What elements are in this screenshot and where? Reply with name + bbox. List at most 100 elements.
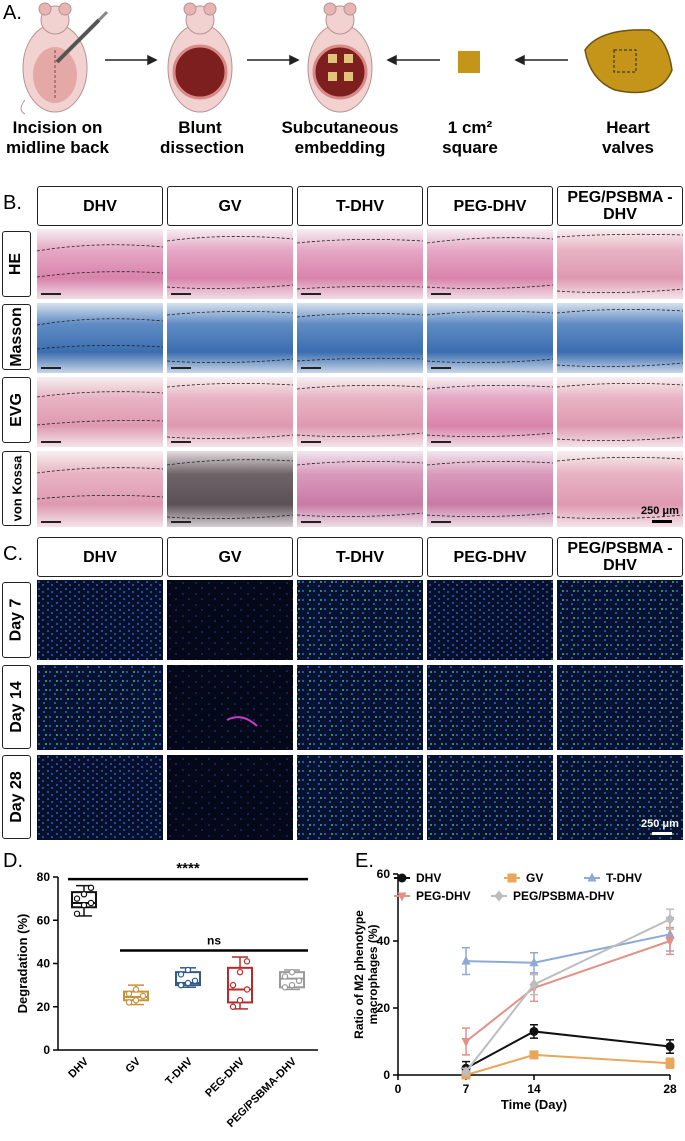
data-point <box>665 1042 675 1052</box>
data-point <box>461 1038 471 1047</box>
box-point <box>229 1003 237 1010</box>
box-point <box>236 968 244 976</box>
panel-b-row-von-kossa: von Kossa <box>2 451 31 526</box>
histology-grid <box>37 229 683 527</box>
box-point <box>184 979 192 987</box>
y-tick-label: 60 <box>37 913 51 927</box>
panel-a-label: A. <box>3 2 22 24</box>
x-tick-label: 28 <box>663 1082 677 1096</box>
legend-label: GV <box>526 871 543 885</box>
y-tick-label: 80 <box>37 870 51 884</box>
legend-item-dhv: DHV <box>394 871 441 885</box>
workflow-arrows <box>105 54 568 66</box>
series-line <box>465 1053 671 1076</box>
m2-ratio-line-chart: 0 20 40 60 0 7 14 28 Time (Day) Ratio of M2 pheno… <box>352 867 677 1112</box>
legend-label: DHV <box>416 871 441 885</box>
box-point <box>80 901 88 909</box>
legend-item-peg-psbma-dhv: PEG/PSBMA-DHV <box>491 889 614 903</box>
x-tick-label: DHV <box>66 1055 91 1080</box>
significance-label: **** <box>176 860 200 877</box>
y-axis-title: Degradation (%) <box>15 914 30 1014</box>
legend-label: PEG-DHV <box>416 889 471 903</box>
y-tick-label: 20 <box>37 1000 51 1014</box>
panel-b-col-peg-dhv: PEG-DHV <box>427 186 553 226</box>
panel-c-col-t-dhv: T-DHV <box>297 537 423 577</box>
panel-e-label: E. <box>355 850 374 872</box>
panel-b-col-peg-psbma-dhv: PEG/PSBMA -DHV <box>557 186 683 226</box>
box-point <box>295 977 303 985</box>
legend-swatch-marker <box>494 890 504 902</box>
y-axis-title: Ratio of M2 phenotypemacrophages (%) <box>352 910 380 1039</box>
box-point <box>243 958 251 965</box>
box-point <box>281 984 289 991</box>
series-line <box>465 933 671 964</box>
y-tick-label: 60 <box>377 867 391 881</box>
data-point <box>529 1050 539 1060</box>
legend-label: T-DHV <box>606 871 642 885</box>
series-peg-psbma-dhv <box>461 908 675 1078</box>
box-point <box>87 899 95 907</box>
box-point <box>177 981 185 989</box>
box-point <box>229 981 237 989</box>
box-point <box>236 997 244 1004</box>
panel-c-col-peg-dhv: PEG-DHV <box>427 537 553 577</box>
box-point <box>73 910 81 917</box>
panel-c-col-peg-psbma-dhv: PEG/PSBMA -DHV <box>557 537 683 577</box>
series-t-dhv <box>461 916 675 976</box>
x-tick-label: T-DHV <box>163 1055 195 1087</box>
panel-c-row-day-28: Day 28 <box>2 755 31 839</box>
panel-b-row-he: HE <box>2 231 31 297</box>
panel-b-col-dhv: DHV <box>37 186 163 226</box>
legend-item-t-dhv: T-DHV <box>584 871 642 885</box>
panel-b-col-gv: GV <box>167 186 293 226</box>
box-point <box>125 990 133 997</box>
data-point <box>665 937 675 947</box>
legend-item-peg-dhv: PEG-DHV <box>394 889 471 903</box>
data-point <box>529 1026 539 1036</box>
panel-c-row-day-7: Day 7 <box>2 582 31 658</box>
y-tick-label: 40 <box>377 934 391 948</box>
step-caption-embedding: Subcutaneous embedding <box>281 118 399 157</box>
panel-b-row-evg: EVG <box>2 377 31 443</box>
degradation-box-chart: 0 20 40 60 80 Degradation (%) DHV GV T-DHV PEG-DH… <box>15 860 318 1130</box>
box-point <box>191 977 199 985</box>
panel-c-col-gv: GV <box>167 537 293 577</box>
legend-swatch-marker <box>397 873 407 883</box>
y-tick-label: 0 <box>383 1068 390 1082</box>
panel-c-row-day-14: Day 14 <box>2 665 31 749</box>
box-point <box>139 992 147 1000</box>
step-caption-incision: Incision on midline back <box>6 118 109 157</box>
y-tick-label: 0 <box>43 1043 50 1057</box>
x-tick-label: 0 <box>395 1082 402 1096</box>
box-point <box>73 895 81 902</box>
x-tick-label: 7 <box>463 1082 470 1096</box>
rat-dissection-icon <box>167 2 233 113</box>
data-point <box>529 957 539 967</box>
x-tick-label: GV <box>123 1055 143 1075</box>
step-caption-square: 1 cm² square <box>442 118 498 157</box>
panel-b-row-masson: Masson <box>2 304 31 370</box>
step-caption-dissection: Blunt dissection <box>160 118 245 157</box>
panel-b-scale-label: 250 μm <box>641 505 679 517</box>
tissue-square-icon <box>458 51 480 73</box>
panel-d-label: D. <box>3 850 23 872</box>
data-point <box>529 979 539 991</box>
panel-c-scale-label: 250 μm <box>641 818 679 830</box>
box-point <box>87 884 95 892</box>
data-point <box>665 913 675 925</box>
x-tick-label: 14 <box>527 1082 541 1096</box>
box-point <box>125 999 133 1006</box>
x-axis-title: Time (Day) <box>501 1097 567 1112</box>
box-point <box>184 966 192 974</box>
legend-swatch-marker <box>397 892 407 902</box>
y-tick-label: 20 <box>377 1001 391 1015</box>
box-point <box>177 971 185 978</box>
x-tick-label: PEG-DHV <box>203 1055 247 1099</box>
box-point <box>288 968 296 976</box>
box-point <box>132 997 140 1004</box>
step-caption-heart-valves: Heart valves <box>602 118 654 157</box>
box-point <box>132 986 140 993</box>
box-point <box>243 986 251 993</box>
legend-swatch-marker <box>587 872 597 882</box>
panel-b-col-t-dhv: T-DHV <box>297 186 423 226</box>
